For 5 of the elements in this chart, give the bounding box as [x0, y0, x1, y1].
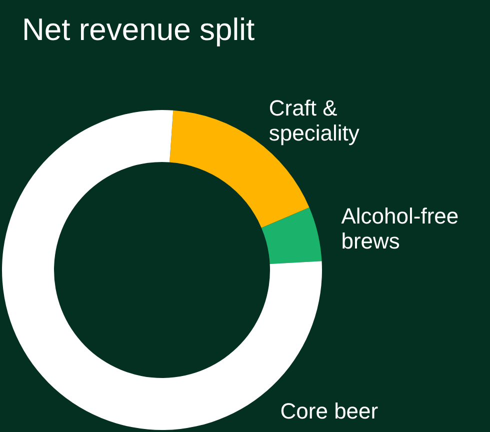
chart-title: Net revenue split — [22, 12, 256, 47]
slice-label: Core beer — [280, 398, 378, 424]
slice-label: Craft & speciality — [268, 95, 360, 146]
donut-slice — [261, 208, 322, 264]
slice-label: Alcohol-free brews — [341, 203, 459, 254]
